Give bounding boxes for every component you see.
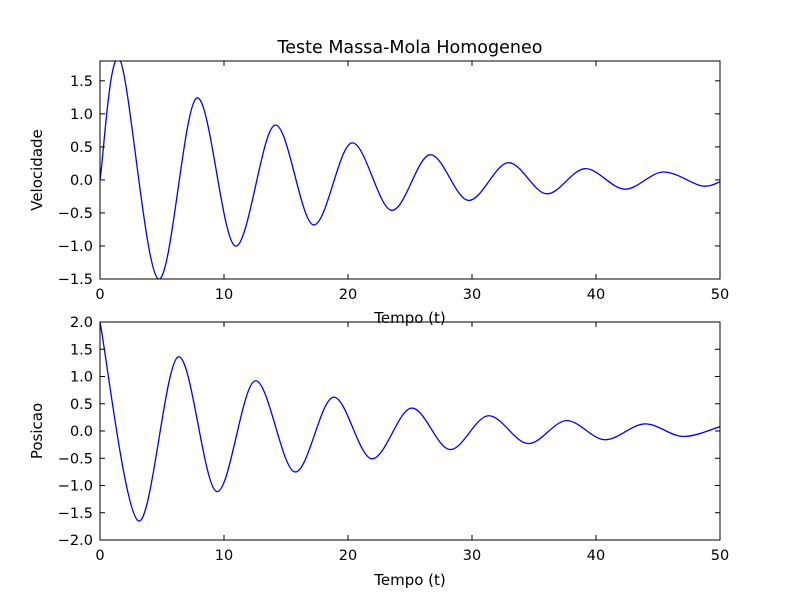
y-tick-label: 0.5 — [70, 397, 93, 413]
y-tick-label: −1.0 — [58, 239, 93, 255]
x-tick-label: 20 — [339, 287, 357, 303]
x-tick-label: 0 — [95, 287, 104, 303]
position-x-axis-label: Tempo (t) — [373, 571, 446, 589]
x-tick-label: 10 — [215, 548, 233, 564]
velocity-y-ticks: −1.5 −1.0 −0.5 0.0 0.5 1.0 1.5 — [58, 74, 720, 288]
x-tick-label: 20 — [339, 548, 357, 564]
x-tick-label: 10 — [215, 287, 233, 303]
x-tick-label: 0 — [95, 548, 104, 564]
position-line — [100, 322, 720, 522]
chart-title: Teste Massa-Mola Homogeneo — [277, 38, 543, 58]
position-subplot: 0 10 20 30 40 50 −2.0 −1.5 −1.0 −0.5 0.0 0.5 1.0 1.5… — [28, 315, 729, 589]
y-tick-label: 1.0 — [70, 370, 93, 386]
x-tick-label: 50 — [711, 548, 729, 564]
y-tick-label: 0.5 — [70, 140, 93, 156]
x-tick-label: 50 — [711, 287, 729, 303]
velocity-x-axis-label: Tempo (t) — [373, 309, 446, 327]
y-tick-label: −0.5 — [58, 451, 93, 467]
velocity-line — [100, 61, 720, 279]
y-tick-label: 0.0 — [70, 424, 93, 440]
y-tick-label: 0.0 — [70, 173, 93, 189]
y-tick-label: −1.0 — [58, 479, 93, 495]
y-tick-label: −0.5 — [58, 206, 93, 222]
velocity-y-axis-label: Velocidade — [28, 129, 46, 211]
y-tick-label: 1.5 — [70, 74, 93, 90]
position-y-ticks: −2.0 −1.5 −1.0 −0.5 0.0 0.5 1.0 1.5 2.0 — [58, 315, 720, 549]
velocity-x-ticks: 0 10 20 30 40 50 — [95, 61, 729, 303]
velocity-subplot: Teste Massa-Mola Homogeneo 0 10 20 30 40 50 −… — [28, 38, 729, 327]
velocity-axes-frame — [99, 60, 721, 280]
y-tick-label: −2.0 — [58, 533, 93, 549]
y-tick-label: −1.5 — [58, 506, 93, 522]
x-tick-label: 40 — [587, 287, 605, 303]
x-tick-label: 30 — [463, 287, 481, 303]
x-tick-label: 30 — [463, 548, 481, 564]
y-tick-label: 1.5 — [70, 342, 93, 358]
y-tick-label: 2.0 — [70, 315, 93, 331]
position-y-axis-label: Posicao — [28, 403, 46, 459]
x-tick-label: 40 — [587, 548, 605, 564]
y-tick-label: −1.5 — [58, 272, 93, 288]
y-tick-label: 1.0 — [70, 107, 93, 123]
position-x-ticks: 0 10 20 30 40 50 — [95, 322, 729, 564]
